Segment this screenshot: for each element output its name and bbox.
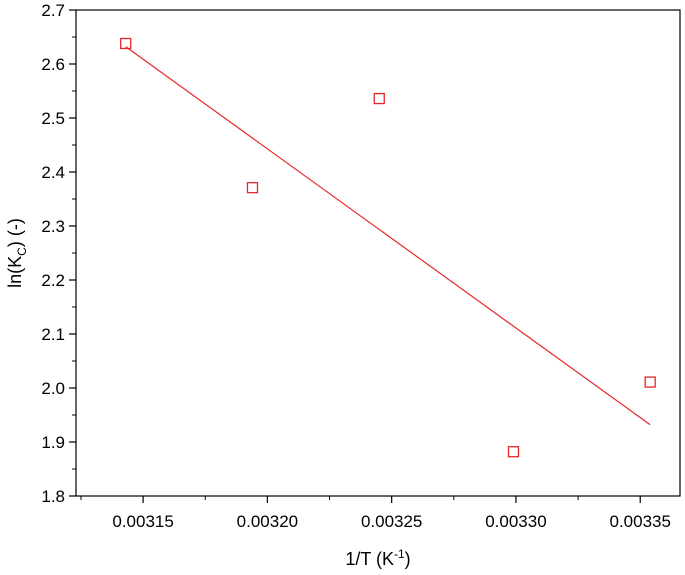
y-tick-label: 2.0 [41,379,65,398]
x-tick-label: 0.00320 [237,512,298,531]
y-axis-title: ln(KC) (-) [5,218,29,288]
x-axis-title: 1/T (K-1) [345,547,410,569]
y-tick-label: 1.9 [41,433,65,452]
y-tick-label: 1.8 [41,487,65,506]
y-tick-label: 2.3 [41,217,65,236]
x-axis-title-superscript: -1 [394,547,405,561]
data-point [120,37,132,50]
data-point [373,92,385,105]
x-tick-label: 0.00330 [485,512,546,531]
data-series [120,37,656,458]
y-tick-label: 2.6 [41,55,65,74]
y-axis-title-subscript: C [15,247,29,256]
y-tick-label: 2.4 [41,163,65,182]
data-point [644,376,656,388]
data-point [507,446,520,458]
fit-line [125,46,651,426]
y-tick-label: 2.2 [41,271,65,290]
y-tick-label: 2.1 [41,325,65,344]
x-tick-label: 0.00315 [112,512,173,531]
y-tick-label: 2.5 [41,109,65,128]
y-axis-ticks: 1.8 1.9 2.0 2.1 2.2 2.3 2.4 2.5 2.6 2.7 [41,1,76,506]
x-axis-ticks: 0.00315 0.00320 0.00325 0.00330 0.00335 [80,496,671,531]
data-point [246,182,259,194]
y-tick-label: 2.7 [41,1,65,20]
x-tick-label: 0.00325 [361,512,422,531]
x-tick-label: 0.00335 [610,512,671,531]
plot-frame [75,9,681,497]
